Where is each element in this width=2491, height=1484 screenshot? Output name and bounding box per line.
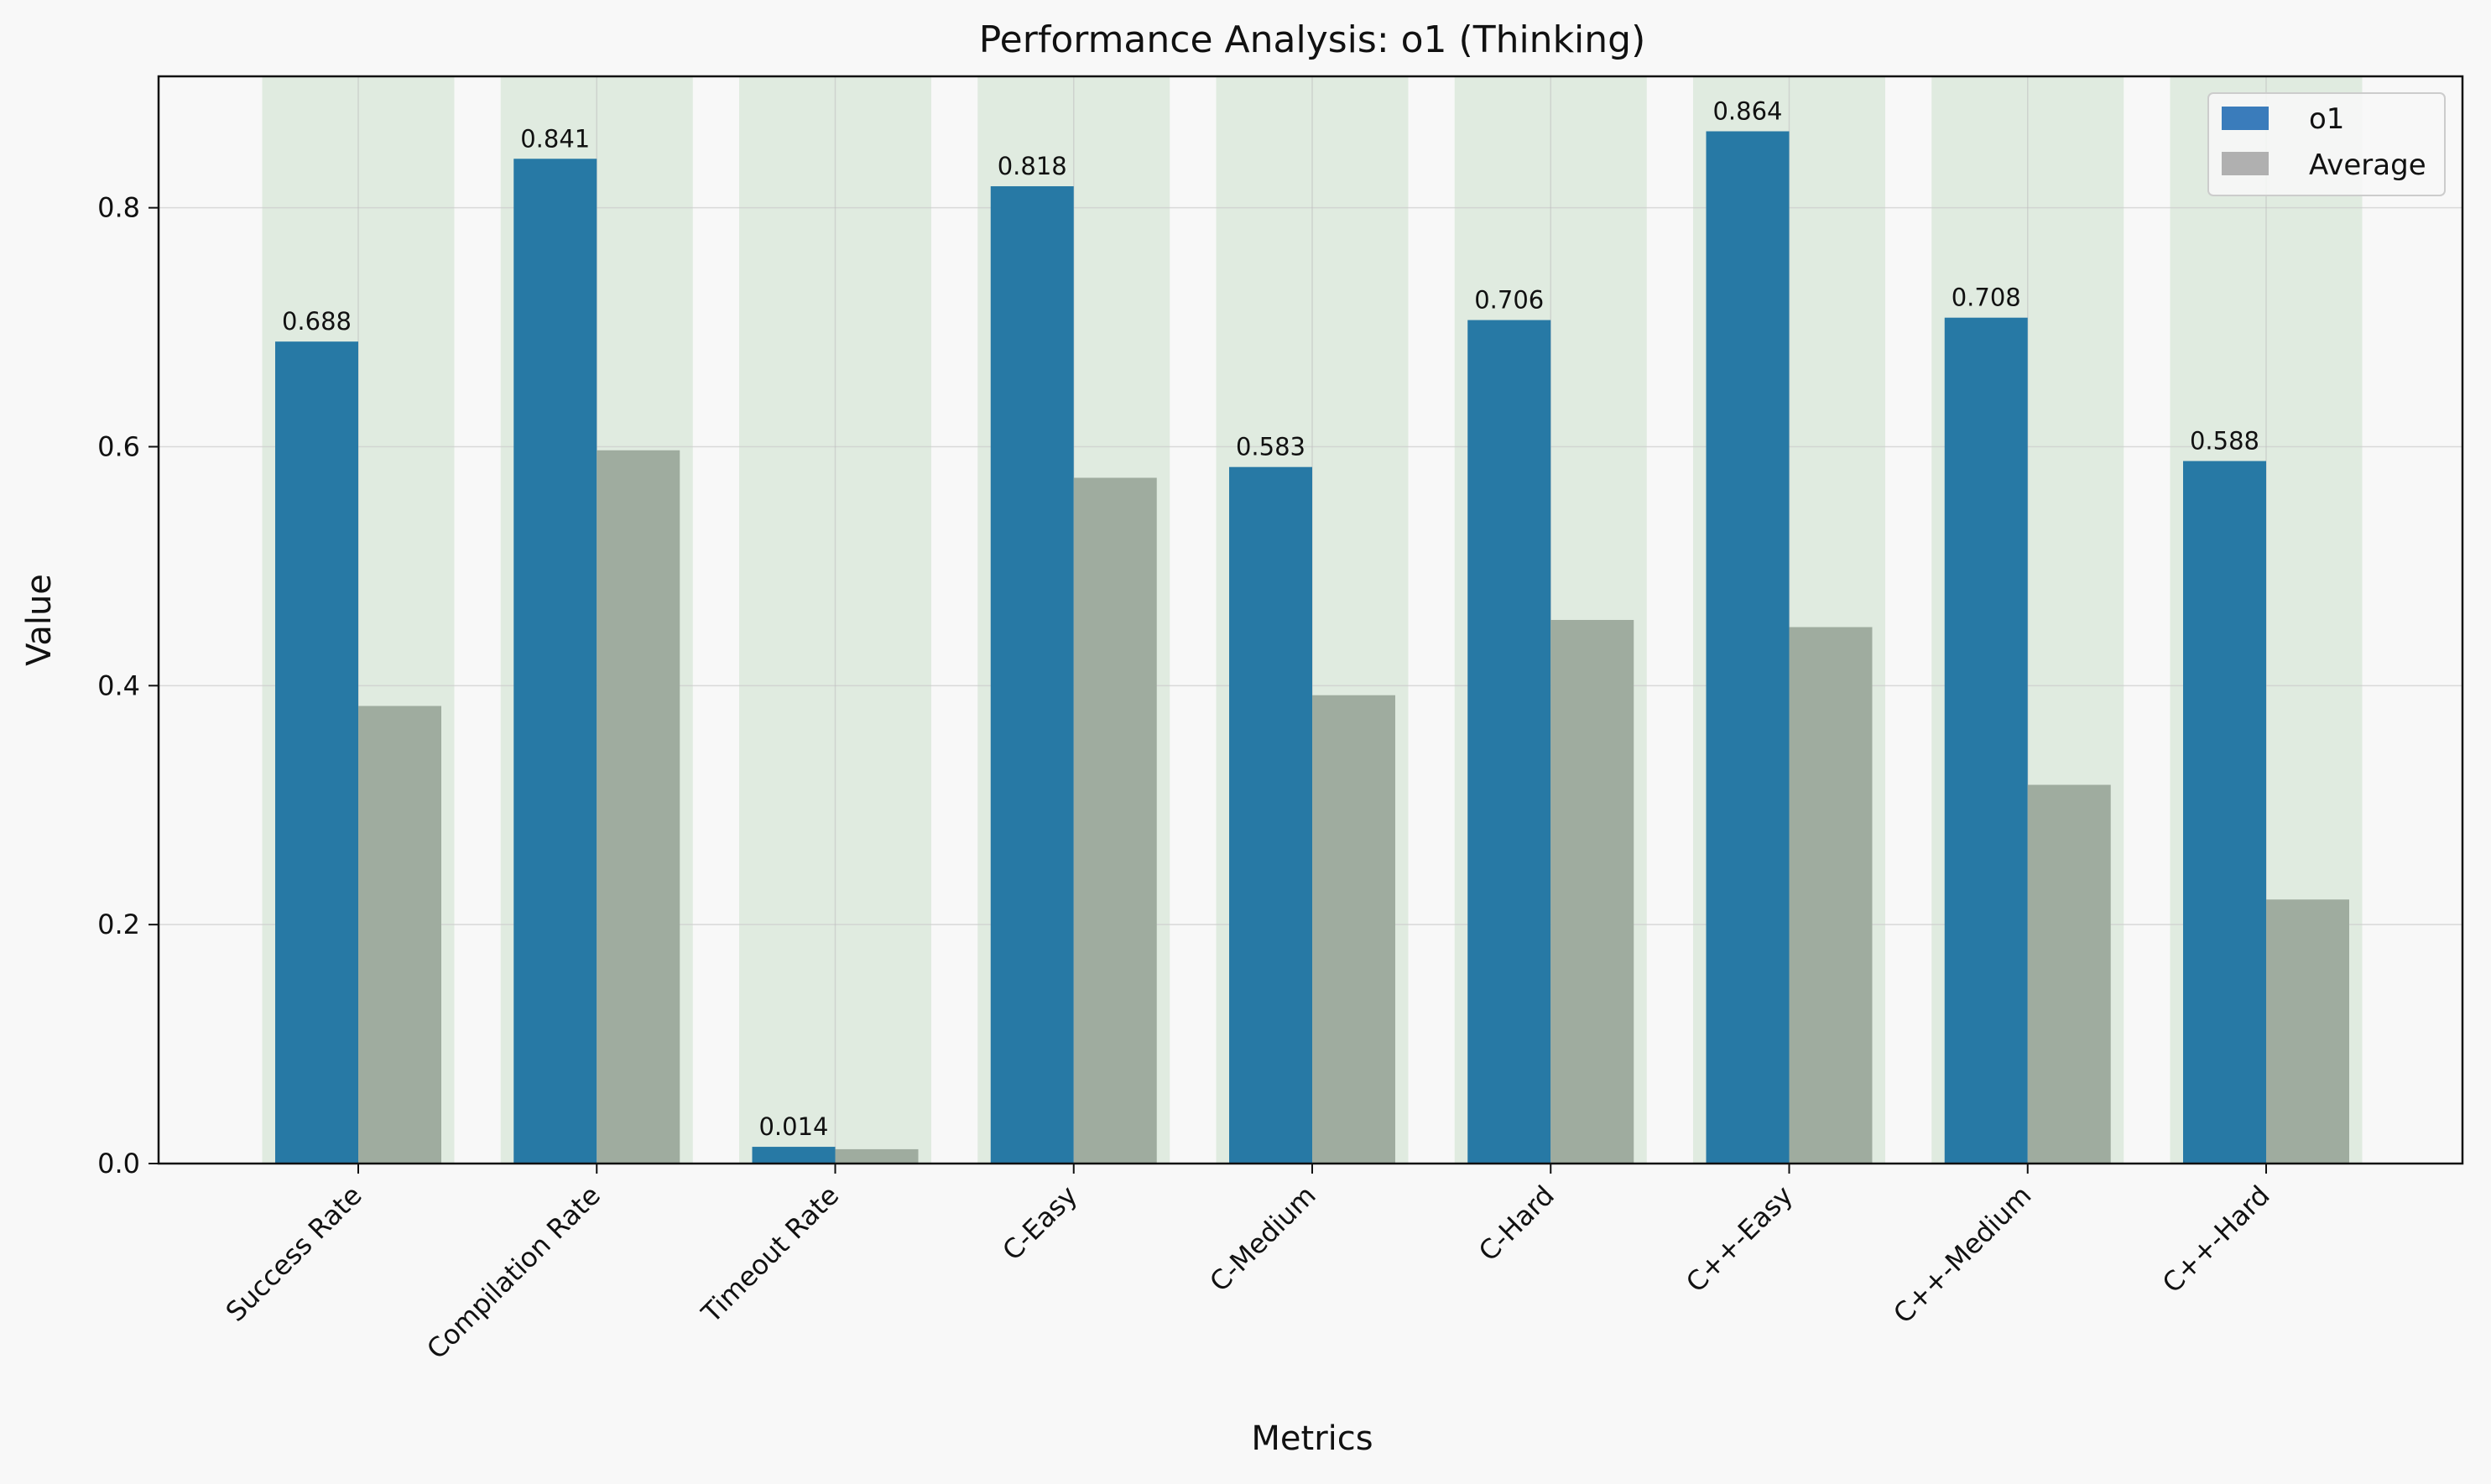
legend-swatch-o1 xyxy=(2222,107,2269,130)
bar-o1-cpp-easy xyxy=(1706,131,1790,1164)
y-tick-label: 0.6 xyxy=(97,430,140,462)
bar-o1-cpp-hard xyxy=(2183,461,2266,1164)
legend-label-average: Average xyxy=(2309,148,2426,182)
bar-average-success-rate xyxy=(358,706,441,1164)
y-tick-label: 0.2 xyxy=(97,909,140,940)
bar-o1-c-easy xyxy=(990,186,1074,1164)
data-label-o1-cpp-hard: 0.588 xyxy=(2190,427,2259,456)
data-label-o1-c-medium: 0.583 xyxy=(1236,433,1305,461)
y-tick-label: 0.0 xyxy=(97,1148,140,1179)
data-label-o1-c-easy: 0.818 xyxy=(998,152,1067,180)
bar-o1-c-hard xyxy=(1467,320,1551,1164)
bar-average-c-medium xyxy=(1312,695,1395,1164)
bar-o1-success-rate xyxy=(275,341,358,1164)
legend-swatch-average xyxy=(2222,152,2269,175)
bar-o1-cpp-medium xyxy=(1944,317,2028,1164)
chart-title: Performance Analysis: o1 (Thinking) xyxy=(979,18,1646,61)
bar-average-c-hard xyxy=(1550,620,1634,1164)
bar-average-cpp-hard xyxy=(2266,899,2349,1164)
x-axis-label: Metrics xyxy=(1251,1419,1373,1458)
data-label-o1-timeout-rate: 0.014 xyxy=(758,1112,828,1141)
data-label-o1-compilation-rate: 0.841 xyxy=(520,124,590,153)
bar-average-timeout-rate xyxy=(835,1148,919,1164)
data-label-o1-c-hard: 0.706 xyxy=(1474,286,1544,315)
bar-average-cpp-medium xyxy=(2027,784,2111,1164)
bar-average-compilation-rate xyxy=(597,450,680,1164)
bar-o1-timeout-rate xyxy=(752,1147,836,1164)
plot-frame xyxy=(157,75,2464,1165)
bar-o1-c-medium xyxy=(1229,466,1312,1164)
y-axis-label: Value xyxy=(20,574,59,666)
legend-label-o1: o1 xyxy=(2309,102,2344,136)
data-label-o1-cpp-easy: 0.864 xyxy=(1712,97,1782,126)
legend: o1 Average xyxy=(2207,92,2446,196)
data-label-o1-success-rate: 0.688 xyxy=(282,307,352,336)
bar-average-cpp-easy xyxy=(1789,627,1873,1164)
bar-average-c-easy xyxy=(1073,477,1157,1164)
data-label-o1-cpp-medium: 0.708 xyxy=(1952,284,2021,312)
y-tick-label: 0.8 xyxy=(97,192,140,224)
bar-o1-compilation-rate xyxy=(513,159,597,1164)
y-tick-label: 0.4 xyxy=(97,669,140,701)
